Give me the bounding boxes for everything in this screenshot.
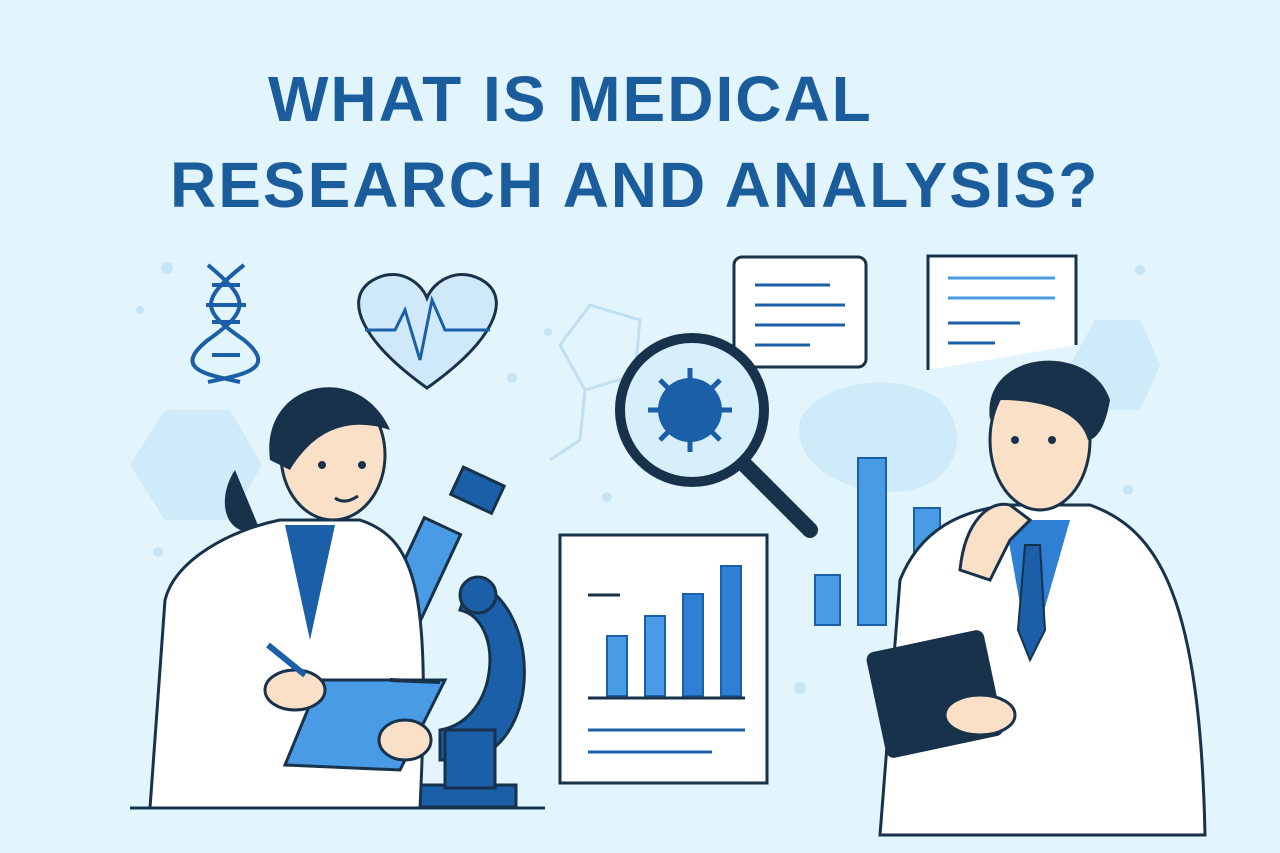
molecule-icon (549, 303, 642, 462)
male-scientist (866, 360, 1207, 837)
dna-icon (190, 263, 261, 384)
title-line-1: WHAT IS MEDICAL (268, 63, 873, 135)
magnifier-virus-icon (615, 333, 818, 538)
document-icon (732, 255, 868, 369)
bg-blob (799, 382, 957, 492)
title-line-2: RESEARCH AND ANALYSIS? (170, 149, 1100, 221)
bar-chart-document-icon (558, 533, 769, 785)
heart-pulse-icon (357, 273, 498, 390)
female-scientist (148, 387, 448, 810)
document-icon (926, 254, 1078, 370)
decorative-dots (136, 262, 1145, 694)
